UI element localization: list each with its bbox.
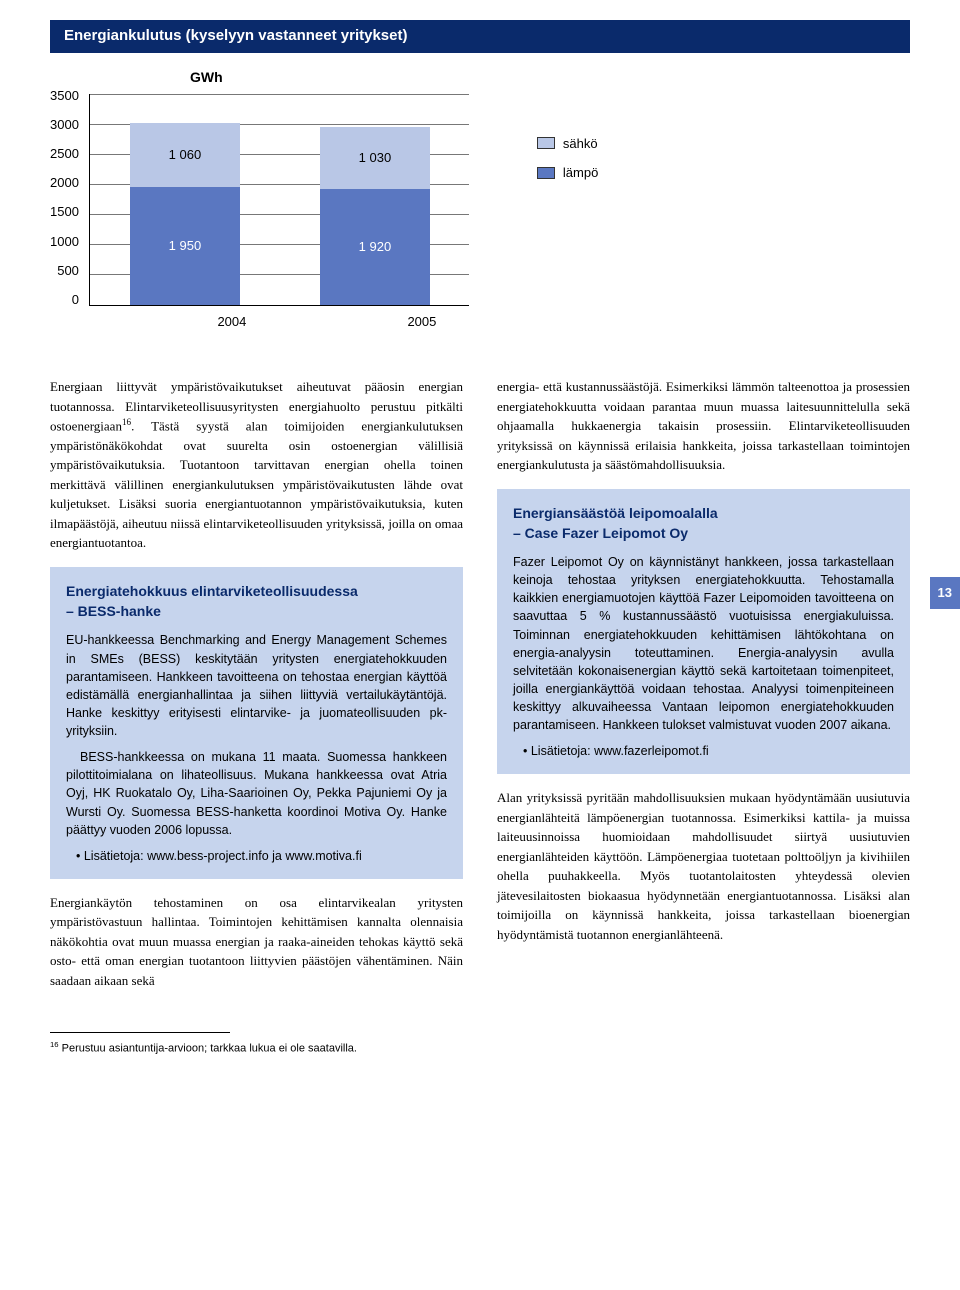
box-title: Energiansäästöä leipomoalalla – Case Faz… (513, 503, 894, 544)
info-box-bess: Energiatehokkuus elintarviketeollisuudes… (50, 567, 463, 879)
legend-swatch-lampo (537, 167, 555, 179)
plot-area: 1 060 1 950 1 030 1 920 (89, 94, 469, 306)
left-column: Energiaan liittyvät ympäristövaikutukset… (50, 377, 463, 1002)
chart-title: Energiankulutus (kyselyyn vastanneet yri… (50, 20, 910, 53)
footnote-rule (50, 1032, 230, 1033)
bar-2004-sahko: 1 060 (130, 123, 240, 187)
body-paragraph: Alan yrityksissä pyritään mahdollisuuksi… (497, 788, 910, 944)
footnote: 16 Perustuu asiantuntija-arvioon; tarkka… (50, 1039, 910, 1057)
page-number: 13 (930, 577, 960, 609)
box-link: • Lisätietoja: www.bess-project.info ja … (76, 847, 447, 865)
body-paragraph: energia- että kustannussäästöjä. Esimerk… (497, 377, 910, 475)
legend-swatch-sahko (537, 137, 555, 149)
body-paragraph: Energiaan liittyvät ympäristövaikutukset… (50, 377, 463, 553)
bar-2005-sahko: 1 030 (320, 127, 430, 189)
bar-2004-lampo: 1 950 (130, 187, 240, 305)
box-link: • Lisätietoja: www.fazerleipomot.fi (523, 742, 894, 760)
box-title: Energiatehokkuus elintarviketeollisuudes… (66, 581, 447, 622)
box-paragraph: Fazer Leipomot Oy on käynnistänyt hankke… (513, 553, 894, 734)
legend: sähkö lämpö (537, 94, 598, 193)
chart: GWh 3500 3000 2500 2000 1500 1000 500 0 (50, 67, 910, 360)
body-paragraph: Energiankäytön tehostaminen on osa elint… (50, 893, 463, 991)
box-paragraph: BESS-hankkeessa on mukana 11 maata. Suom… (66, 748, 447, 839)
bar-2005: 1 030 1 920 (320, 127, 430, 305)
bar-2005-lampo: 1 920 (320, 189, 430, 305)
y-axis: 3500 3000 2500 2000 1500 1000 500 0 (50, 86, 89, 310)
legend-label: sähkö (563, 134, 598, 154)
right-column: energia- että kustannussäästöjä. Esimerk… (497, 377, 910, 1002)
bar-2004: 1 060 1 950 (130, 123, 240, 305)
x-axis: 2004 2005 (137, 312, 517, 332)
box-paragraph: EU-hankkeessa Benchmarking and Energy Ma… (66, 631, 447, 740)
info-box-fazer: Energiansäästöä leipomoalalla – Case Faz… (497, 489, 910, 775)
legend-label: lämpö (563, 163, 598, 183)
chart-unit: GWh (190, 67, 910, 88)
